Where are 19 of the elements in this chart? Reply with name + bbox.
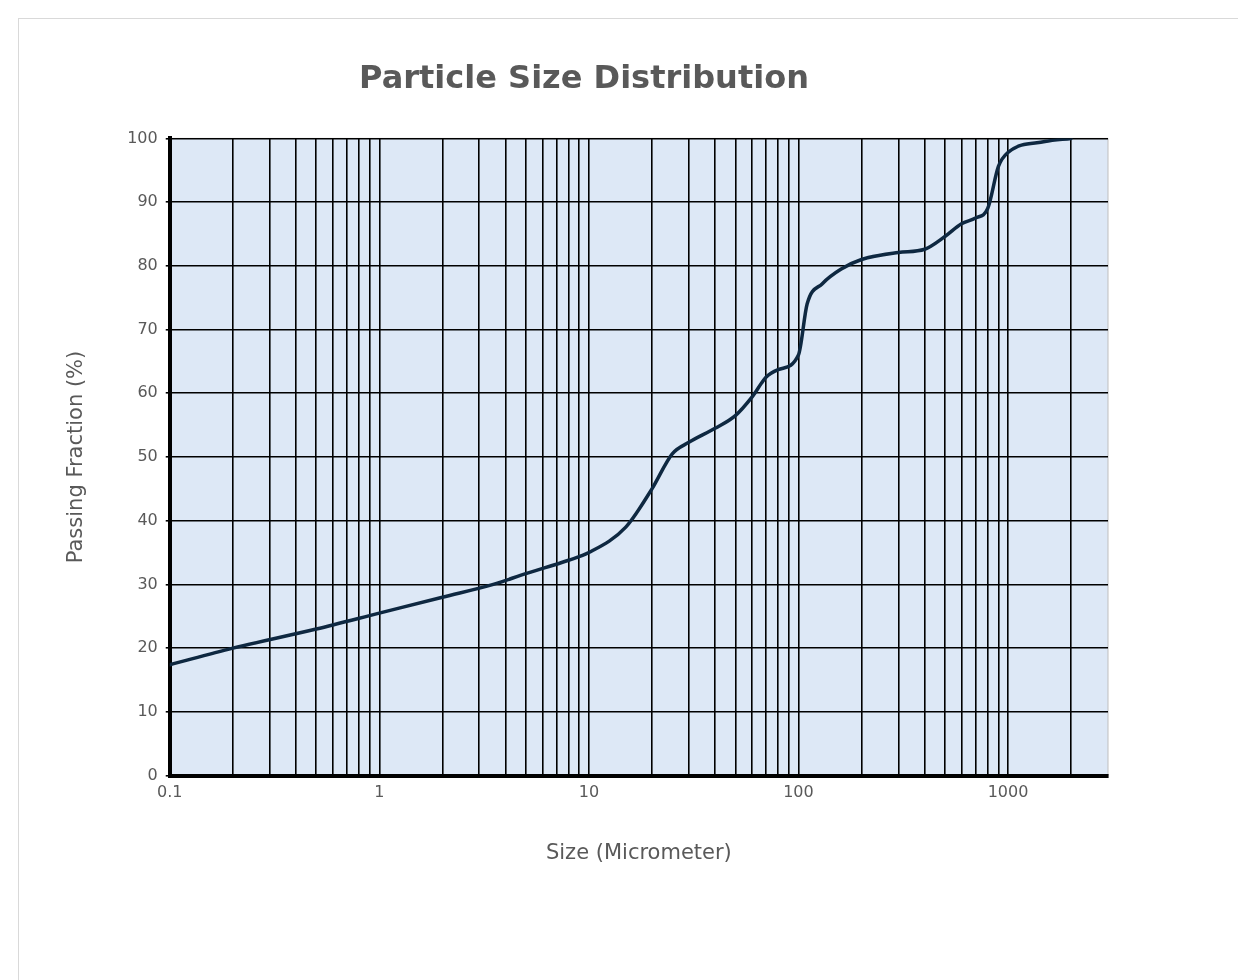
x-tick-label: 0.1 — [157, 782, 183, 802]
y-tick-label: 50 — [137, 446, 158, 466]
y-tick-label: 100 — [127, 127, 158, 147]
y-tick-label: 40 — [137, 509, 158, 529]
x-axis-title: Size (Micrometer) — [545, 839, 732, 864]
y-tick-label: 0 — [147, 764, 158, 784]
y-tick-label: 70 — [137, 318, 158, 338]
x-tick-label: 10 — [578, 782, 600, 802]
x-tick-label: 1000 — [987, 782, 1029, 802]
x-tick-label: 100 — [783, 782, 814, 802]
y-tick-label: 30 — [137, 573, 158, 593]
y-axis-title: Passing Fraction (%) — [63, 350, 88, 564]
y-tick-label: 80 — [137, 255, 158, 274]
y-tick-label: 90 — [137, 191, 158, 211]
chart-title: Particle Size Distribution — [359, 57, 809, 96]
y-tick-label: 20 — [137, 637, 158, 657]
y-tick-label: 60 — [137, 382, 158, 402]
y-tick-label: 10 — [137, 701, 158, 721]
x-tick-label: 1 — [374, 782, 385, 802]
